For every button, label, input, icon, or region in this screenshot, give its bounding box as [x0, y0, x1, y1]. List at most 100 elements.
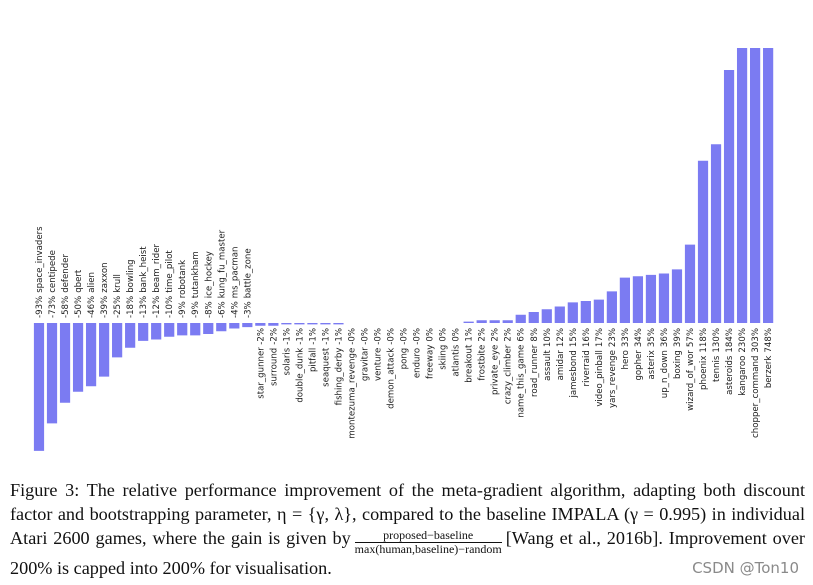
bar-label: surround -2%	[269, 328, 279, 386]
bar-label: demon_attack -0%	[387, 328, 397, 409]
category-label: bank_heist	[139, 246, 149, 293]
category-label: pong	[400, 348, 410, 370]
bar-label: riverraid 16%	[582, 328, 592, 386]
bar	[763, 48, 774, 323]
category-label: qbert	[74, 269, 84, 293]
bar	[164, 323, 175, 337]
bar	[125, 323, 136, 348]
value-label: 1%	[465, 328, 475, 342]
bar	[580, 301, 591, 323]
value-label: -1%	[308, 328, 318, 345]
value-label: -0%	[374, 328, 384, 345]
bar-label: -39% zaxxon	[100, 262, 110, 318]
value-label: -46%	[87, 296, 97, 318]
category-label: venture	[374, 348, 384, 381]
value-label: 184%	[725, 328, 735, 353]
value-label: 0%	[452, 328, 462, 342]
category-label: berzerk	[764, 356, 774, 389]
category-label: solaris	[282, 347, 292, 375]
bar	[606, 291, 617, 323]
bar-label: road_runner 8%	[530, 328, 540, 397]
value-label: -1%	[295, 328, 305, 345]
value-label: -9%	[191, 301, 201, 318]
bar-label: jamesbond 15%	[569, 328, 579, 399]
bar	[46, 323, 58, 424]
category-label: beam_rider	[152, 243, 162, 292]
category-label: montezuma_revenge	[347, 348, 357, 439]
fraction-denominator: max(human,baseline)−random	[354, 542, 502, 556]
category-label: video_pinball	[595, 350, 605, 407]
bar-label: -13% bank_heist	[139, 246, 149, 318]
category-label: jamesbond	[569, 350, 579, 398]
bar-label: -9% tutankham	[191, 251, 201, 318]
bar	[268, 323, 279, 326]
value-label: -12%	[152, 296, 162, 318]
value-label: -1%	[334, 328, 344, 345]
value-label: 230%	[738, 328, 748, 353]
bar	[541, 309, 552, 323]
bar-label: -58% defender	[61, 254, 71, 318]
value-label: -13%	[139, 296, 149, 318]
bar	[255, 323, 266, 326]
value-label: -58%	[61, 296, 71, 318]
bar-label: gopher 34%	[634, 328, 644, 381]
gain-fraction: proposed−baseline max(human,baseline)−ran…	[354, 529, 502, 556]
bar	[593, 299, 604, 323]
category-label: kung_fu_master	[217, 229, 227, 298]
caption: Figure 3: The relative performance impro…	[10, 478, 805, 580]
category-label: gravitar	[361, 347, 371, 381]
bar-label: -12% beam_rider	[152, 243, 162, 318]
bar	[33, 323, 45, 451]
category-label: bowling	[126, 259, 136, 292]
value-label: -3%	[243, 301, 253, 318]
bar	[502, 320, 513, 323]
bar-label: private_eye 2%	[491, 328, 501, 395]
bar-label: boxing 39%	[673, 328, 683, 379]
value-label: 130%	[712, 328, 722, 353]
bar-label: frostbite 2%	[478, 328, 488, 381]
category-label: robotank	[178, 260, 188, 298]
bar	[333, 323, 344, 325]
value-label: 39%	[673, 328, 683, 347]
bar	[320, 323, 331, 325]
value-label: 36%	[660, 328, 670, 347]
bar-label: skiing 0%	[439, 328, 449, 370]
value-label: 6%	[517, 328, 527, 342]
category-label: road_runner	[530, 344, 540, 397]
value-label: 35%	[647, 328, 657, 347]
bar-label: -6% kung_fu_master	[217, 229, 227, 318]
bar-label: wizard_of_wor 57%	[686, 328, 696, 411]
bar-label: -25% krull	[113, 274, 123, 318]
value-label: 748%	[764, 328, 774, 353]
bar-label: atlantis 0%	[452, 328, 462, 377]
category-label: amidar	[556, 350, 566, 381]
value-label: 0%	[439, 328, 449, 342]
value-label: 2%	[504, 328, 514, 342]
category-label: breakout	[465, 344, 475, 383]
category-label: defender	[61, 254, 71, 293]
value-label: -73%	[48, 296, 58, 318]
category-label: asteroids	[725, 355, 735, 395]
bar-label: montezuma_revenge -0%	[347, 328, 357, 439]
bar-label: breakout 1%	[465, 328, 475, 383]
category-label: fishing_derby	[334, 348, 344, 406]
value-label: -0%	[387, 328, 397, 345]
bar-label: -18% bowling	[126, 259, 136, 318]
bar-label: -3% battle_zone	[243, 248, 253, 318]
bar-label: chopper_command 303%	[751, 328, 761, 438]
bar	[294, 323, 305, 325]
value-label: -1%	[282, 328, 292, 345]
bar	[307, 323, 318, 325]
category-label: enduro	[413, 348, 423, 378]
category-label: ice_hockey	[204, 251, 214, 298]
bars	[33, 48, 774, 451]
bar-label: kangaroo 230%	[738, 328, 748, 396]
value-label: -0%	[400, 328, 410, 345]
bar-label: asterix 35%	[647, 328, 657, 380]
value-label: -2%	[256, 328, 266, 345]
category-label: up_n_down	[660, 350, 670, 398]
category-label: name_this_game	[517, 345, 527, 418]
category-label: chopper_command	[751, 356, 761, 438]
category-label: asterix	[647, 350, 657, 379]
category-label: atlantis	[452, 344, 462, 376]
